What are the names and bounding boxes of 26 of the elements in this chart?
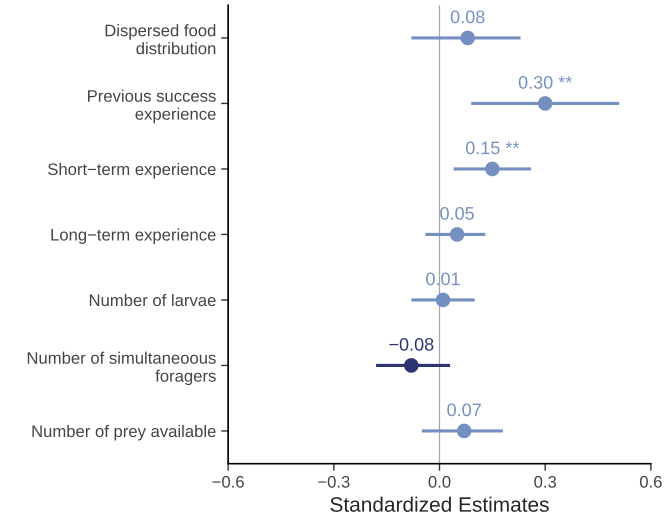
x-tick-label: 0.3	[534, 476, 556, 488]
data-label: 0.07	[447, 403, 481, 416]
x-tick-label: −0.3	[318, 476, 350, 488]
point	[460, 30, 475, 46]
y-tick-label: Number of prey available	[32, 424, 216, 440]
data-label: 0.15 **	[466, 141, 520, 154]
point	[456, 424, 472, 438]
data-label: −0.08	[389, 338, 434, 351]
y-tick-label: Number of simultaneoous foragers	[28, 352, 216, 386]
y-tick-label: Number of larvae	[90, 294, 216, 306]
data-label: 0.08	[450, 10, 484, 24]
point	[538, 96, 552, 111]
point	[436, 292, 450, 308]
data-label: 0.05	[440, 206, 474, 220]
x-tick-label: 0.6	[640, 476, 662, 488]
x-axis-title: Standardized Estimates	[330, 496, 549, 512]
x-tick-label: −0.6	[212, 476, 244, 488]
data-label: 0.30 **	[518, 76, 572, 89]
y-tick-label: Dispersed food distribution	[106, 24, 216, 54]
y-tick-label: Long−term experience	[51, 228, 216, 244]
point	[485, 162, 500, 176]
point	[404, 358, 419, 373]
y-tick-label: Short−term experience	[48, 162, 216, 178]
point	[450, 227, 464, 242]
x-tick-label: 0.0	[428, 476, 450, 488]
y-tick-label: Previous success experience	[88, 90, 216, 124]
